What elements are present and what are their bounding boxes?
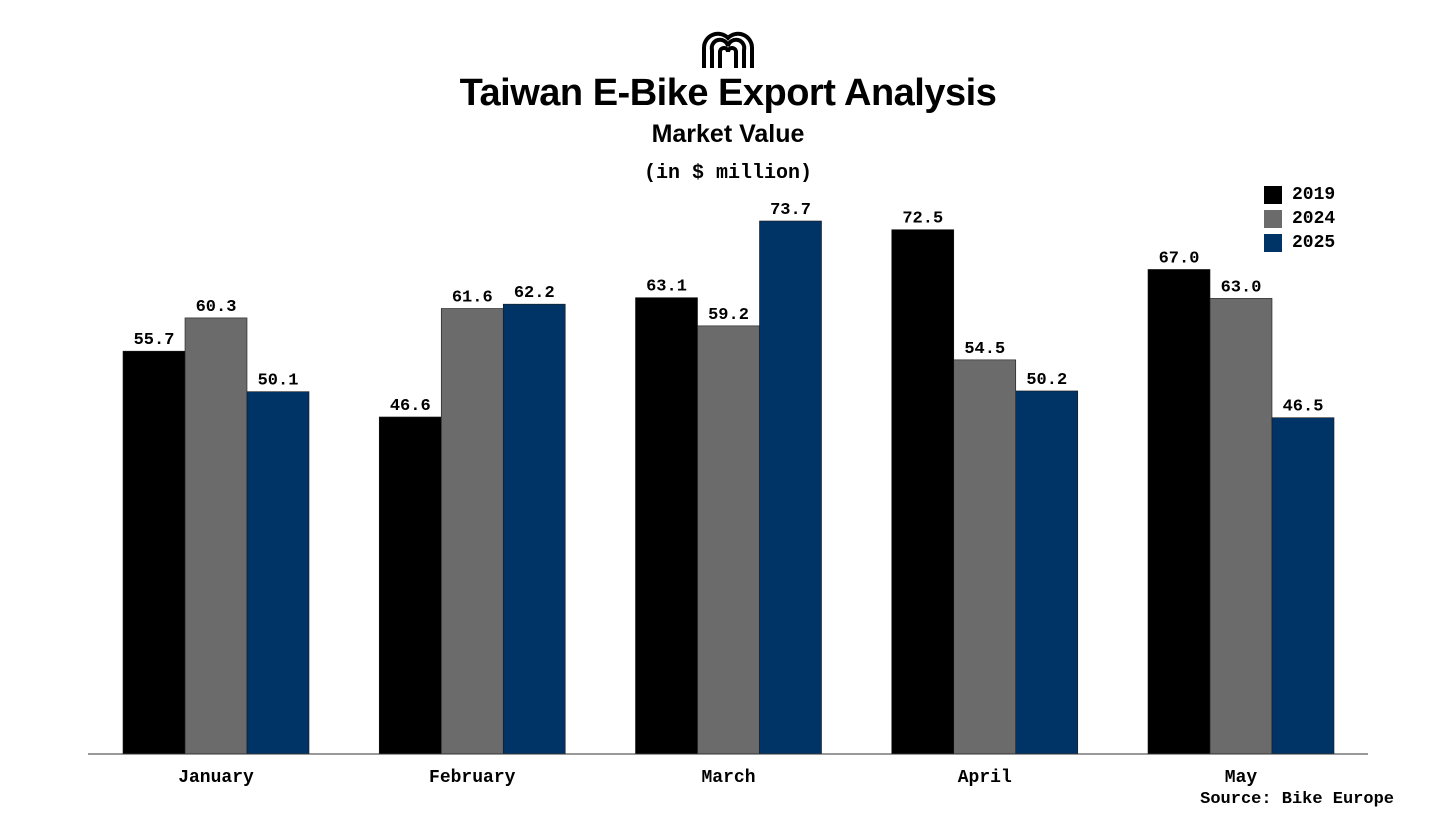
data-label-march-2019: 63.1	[646, 278, 687, 297]
bar-february-2019	[378, 416, 442, 755]
x-tick-label-may: May	[1225, 768, 1258, 788]
bar-may-2024	[1209, 298, 1273, 755]
data-label-may-2024: 63.0	[1221, 278, 1262, 297]
bar-january-2019	[122, 350, 186, 755]
data-label-march-2025: 73.7	[770, 201, 811, 220]
data-label-january-2024: 60.3	[196, 298, 237, 317]
bar-march-2025	[759, 220, 822, 755]
legend-item-2025: 2025	[1264, 231, 1335, 255]
bar-april-2025	[1015, 390, 1079, 755]
x-tick-label-february: February	[429, 768, 516, 788]
bar-january-2025	[246, 391, 310, 755]
legend-label-2019: 2019	[1292, 185, 1336, 205]
data-label-april-2024: 54.5	[964, 340, 1005, 359]
bar-march-2019	[635, 297, 698, 755]
data-label-march-2024: 59.2	[708, 306, 749, 325]
legend-label-2024: 2024	[1292, 209, 1336, 229]
source-note: Source: Bike Europe	[1200, 790, 1394, 809]
x-tick-label-april: April	[958, 768, 1012, 788]
legend-swatch-2024	[1264, 210, 1282, 228]
bar-may-2025	[1271, 417, 1335, 755]
bar-april-2024	[953, 359, 1017, 755]
bar-march-2024	[697, 325, 760, 755]
data-label-january-2019: 55.7	[134, 331, 175, 350]
data-label-february-2024: 61.6	[452, 289, 493, 308]
x-tick-label-march: March	[701, 768, 755, 788]
bar-february-2025	[502, 303, 566, 755]
chart-legend: 2019 2024 2025	[1264, 183, 1335, 255]
legend-label-2025: 2025	[1292, 233, 1336, 253]
chart-unit-label: (in $ million)	[643, 162, 813, 185]
bar-january-2024	[184, 317, 248, 755]
data-label-february-2025: 62.2	[514, 284, 555, 303]
chart-subtitle: Market Value	[651, 120, 805, 148]
data-label-may-2019: 67.0	[1159, 249, 1200, 268]
data-label-april-2025: 50.2	[1026, 371, 1067, 390]
legend-swatch-2019	[1264, 186, 1282, 204]
chart-title: Taiwan E-Bike Export Analysis	[459, 72, 997, 114]
legend-item-2019: 2019	[1264, 183, 1335, 207]
bar-february-2024	[440, 308, 504, 755]
x-tick-label-january: January	[178, 768, 254, 788]
data-label-january-2025: 50.1	[258, 372, 299, 391]
double-arch-logo-icon	[701, 31, 755, 68]
bar-april-2019	[891, 229, 955, 755]
data-label-may-2025: 46.5	[1283, 398, 1324, 417]
bar-may-2019	[1147, 269, 1211, 755]
legend-item-2024: 2024	[1264, 207, 1335, 231]
legend-swatch-2025	[1264, 234, 1282, 252]
data-label-april-2019: 72.5	[902, 210, 943, 229]
data-label-february-2019: 46.6	[390, 397, 431, 416]
